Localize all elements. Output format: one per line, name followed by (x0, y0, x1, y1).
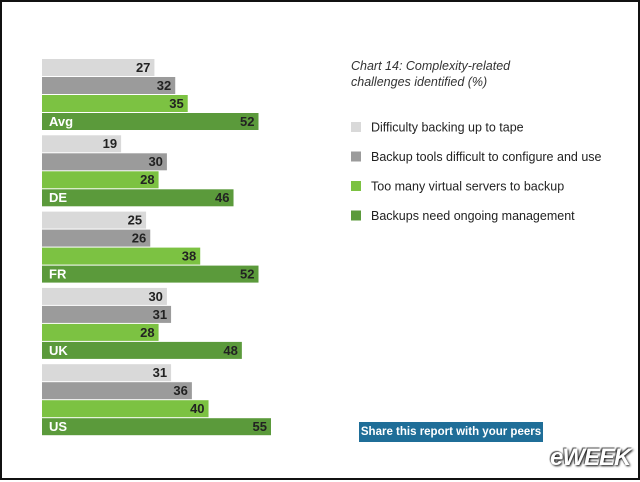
value-label: 31 (153, 365, 167, 380)
category-label: DE (49, 190, 67, 205)
bar (42, 153, 167, 171)
bar (42, 211, 147, 229)
value-label: 28 (140, 325, 154, 340)
legend-label: Too many virtual servers to backup (371, 179, 564, 193)
legend-label: Backup tools difficult to configure and … (371, 150, 602, 164)
legend-swatch (351, 210, 361, 221)
bar (42, 95, 188, 112)
value-label: 46 (215, 190, 229, 205)
legend-swatch (351, 151, 361, 162)
bar (42, 229, 151, 247)
legend-label: Backups need ongoing management (371, 209, 575, 223)
brand-logo: eWEEK (550, 444, 631, 471)
value-label: 28 (140, 172, 154, 187)
chart-title: Chart 14: Complexity-related challenges … (351, 59, 511, 89)
category-label: FR (49, 267, 67, 282)
value-label: 40 (190, 401, 204, 416)
value-label: 19 (103, 136, 117, 151)
bar (42, 113, 259, 130)
value-label: 32 (157, 78, 171, 93)
value-label: 25 (128, 213, 142, 228)
value-label: 52 (240, 267, 254, 282)
value-label: 26 (132, 231, 146, 246)
bar (42, 135, 122, 153)
value-label: 38 (182, 249, 196, 264)
bar (42, 341, 242, 359)
bar (42, 305, 172, 323)
bar (42, 265, 259, 283)
value-label: 31 (153, 307, 167, 322)
bar (42, 382, 192, 400)
category-label: UK (49, 343, 68, 358)
value-label: 48 (223, 343, 237, 358)
bar (42, 59, 155, 76)
value-label: 30 (148, 154, 162, 169)
category-label: US (49, 419, 67, 434)
value-label: 52 (240, 114, 254, 129)
value-label: 55 (253, 419, 267, 434)
value-label: 35 (169, 96, 183, 111)
value-label: 30 (148, 289, 162, 304)
bar (42, 287, 167, 305)
value-label: 27 (136, 60, 150, 75)
legend-swatch (351, 122, 361, 132)
share-button[interactable]: Share this report with your peers (359, 422, 543, 442)
legend-label: Difficulty backing up to tape (371, 120, 524, 134)
bar (42, 247, 201, 265)
legend-swatch (351, 181, 361, 191)
category-label: Avg (49, 114, 73, 129)
value-label: 36 (173, 383, 187, 398)
bar (42, 418, 271, 436)
bar (42, 323, 159, 341)
bar (42, 77, 176, 94)
bar (42, 171, 159, 189)
bar (42, 400, 209, 418)
bar (42, 189, 234, 207)
bar (42, 364, 172, 382)
